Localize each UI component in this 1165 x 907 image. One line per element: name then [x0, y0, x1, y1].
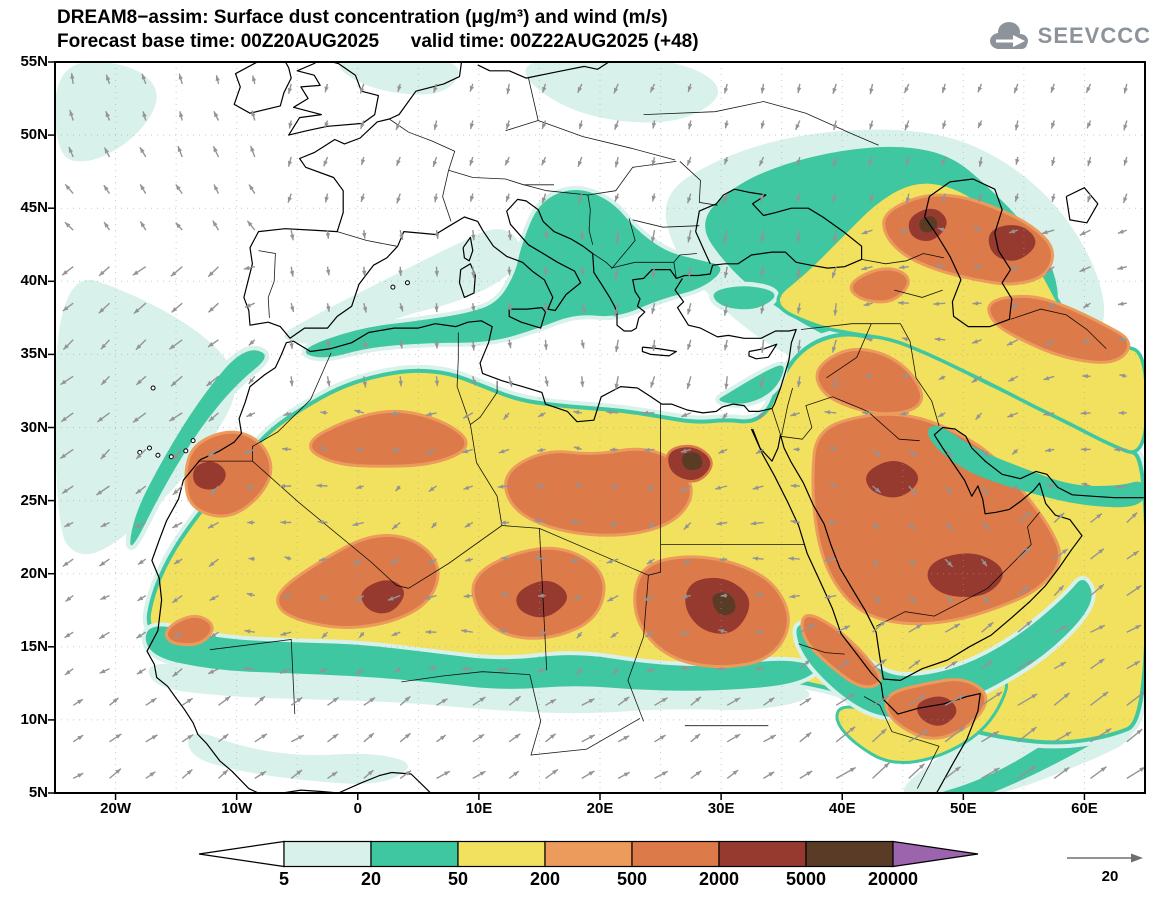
colorbar-level-label: 5 — [278, 869, 289, 889]
lon-tick-label: 10E — [465, 800, 493, 817]
border-layer — [197, 78, 1107, 789]
lat-tick-label: 40N — [20, 272, 48, 290]
map-frame — [48, 61, 1146, 800]
chart-title: DREAM8−assim: Surface dust concentration… — [57, 7, 668, 28]
seevccc-logo-text: SEEVCCC — [1037, 23, 1151, 48]
colorbar-level-label: 20000 — [867, 869, 919, 889]
lon-tick-label: 50E — [950, 800, 977, 817]
lon-tick-label: 30E — [707, 800, 735, 817]
lon-tick-label: 10W — [221, 800, 253, 817]
dust-map — [48, 61, 1146, 800]
colorbar-level-label: 500 — [616, 869, 648, 889]
colorbar-level-label: 50 — [447, 869, 469, 889]
lat-tick-label: 25N — [20, 491, 48, 509]
wind-arrow-layer — [59, 72, 1145, 780]
lon-tick-label: 60E — [1071, 800, 1098, 817]
wind-reference-arrow — [1067, 853, 1143, 863]
colorbar-level-label: 5000 — [785, 869, 827, 889]
coastline-layer — [137, 62, 1144, 793]
seevccc-logo: SEEVCCC — [986, 18, 1151, 54]
colorbar-level-label: 2000 — [698, 869, 740, 889]
map-layers — [55, 62, 1145, 793]
colorbar-level-label: 200 — [529, 869, 561, 889]
chart-subtitle: Forecast base time: 00Z20AUG2025 valid t… — [57, 31, 699, 52]
lat-tick-label: 55N — [20, 53, 48, 70]
lon-tick-label: 20E — [586, 800, 614, 817]
lat-tick-label: 50N — [20, 126, 48, 144]
lon-tick-label: 0 — [353, 800, 362, 817]
colorbar-level-label: 20 — [360, 869, 382, 889]
seevccc-cloud-icon — [989, 22, 1028, 49]
lon-tick-label: 20W — [100, 800, 132, 817]
lat-tick-label: 20N — [20, 564, 48, 582]
lat-tick-label: 5N — [28, 784, 48, 801]
lat-tick-label: 45N — [20, 199, 48, 217]
lat-tick-label: 15N — [20, 637, 48, 655]
lon-tick-label: 40E — [828, 800, 856, 817]
lat-tick-label: 35N — [20, 345, 48, 363]
lat-tick-label: 10N — [20, 710, 48, 728]
lat-tick-label: 30N — [20, 418, 48, 436]
wind-reference-value: 20 — [1101, 868, 1119, 885]
colorbar — [198, 840, 979, 868]
